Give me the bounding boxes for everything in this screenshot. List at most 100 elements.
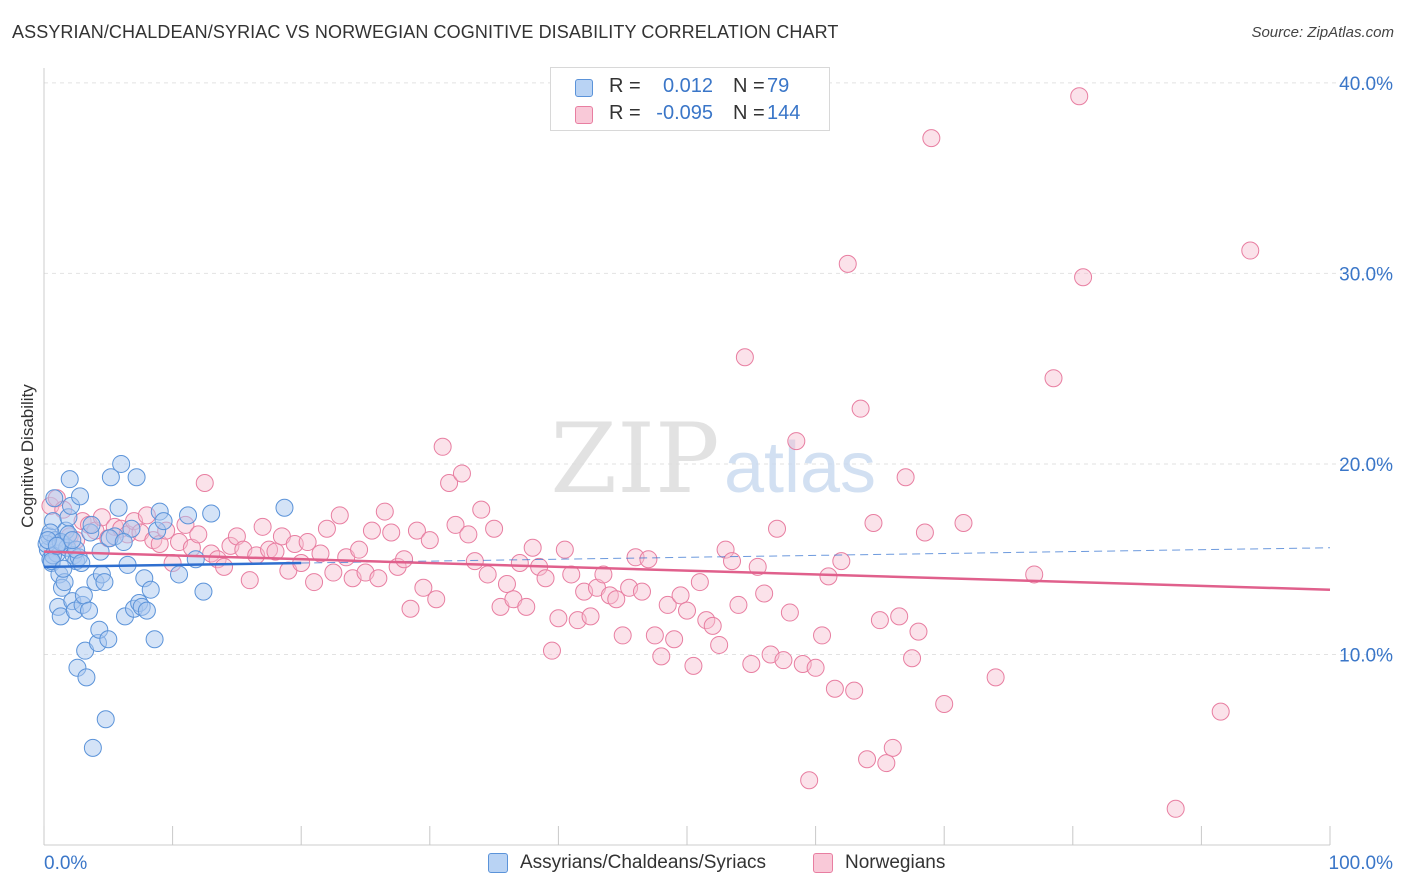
y-tick-label: 10.0% <box>1339 645 1393 666</box>
norwegians-point <box>729 595 748 614</box>
norwegians-point <box>986 668 1005 687</box>
norwegians-point <box>922 129 941 148</box>
norwegians-point <box>800 771 819 790</box>
norwegians-point <box>478 565 497 584</box>
assyrians-point <box>71 487 90 506</box>
norwegians-point <box>607 590 626 609</box>
norwegians-point <box>645 626 664 645</box>
x-tick-label: 0.0% <box>44 853 87 874</box>
norwegians-point <box>703 616 722 635</box>
norwegians-point <box>780 603 799 622</box>
norwegians-point <box>896 468 915 487</box>
assyrians-point <box>202 504 221 523</box>
norwegians-point <box>684 656 703 675</box>
norwegians-point <box>890 607 909 626</box>
norwegians-point <box>710 635 729 654</box>
assyrians-point <box>170 565 189 584</box>
norwegians-point <box>909 622 928 641</box>
norwegians-point <box>845 681 864 700</box>
norwegians-point <box>632 582 651 601</box>
norwegians-point <box>883 738 902 757</box>
trend-lines <box>43 547 1331 591</box>
assyrians-point <box>112 454 131 473</box>
assyrians-point <box>80 601 99 620</box>
assyrians-point <box>99 630 118 649</box>
norwegians-point <box>1070 87 1089 106</box>
legend-r-label: R = <box>609 75 641 97</box>
norwegians-point <box>639 550 658 569</box>
norwegians-point <box>825 679 844 698</box>
watermark-zip: ZIP <box>550 403 719 515</box>
norwegians-point <box>433 437 452 456</box>
norwegians-point <box>877 754 896 773</box>
assyrians-point <box>154 512 173 531</box>
norwegians-point <box>594 565 613 584</box>
legend-row-norwegians: R = -0.095 N = 144 <box>551 100 829 128</box>
legend-r-label: R = <box>609 102 641 124</box>
norwegians-point <box>465 552 484 571</box>
norwegians-point <box>542 641 561 660</box>
norwegians-point <box>350 540 369 559</box>
assyrians-point <box>45 489 64 508</box>
correlation-legend: R = 0.012 N = 79 R = -0.095 N = 144 <box>550 67 830 131</box>
norwegians-point <box>819 567 838 586</box>
legend-n-label: N = <box>733 75 765 97</box>
assyrians-point <box>109 498 128 517</box>
watermark-atlas: atlas <box>724 428 876 508</box>
norwegians-point <box>562 565 581 584</box>
norwegians-point <box>311 544 330 563</box>
assyrians-point <box>114 533 133 552</box>
norwegians-point <box>774 651 793 670</box>
norwegians-point <box>787 432 806 451</box>
norwegians-point <box>748 557 767 576</box>
norwegians-point <box>266 542 285 561</box>
assyrians-point <box>72 554 91 573</box>
norwegians-point <box>215 557 234 576</box>
norwegians-point <box>723 552 742 571</box>
y-tick-label: 20.0% <box>1339 455 1393 476</box>
norwegians-point <box>298 533 317 552</box>
legend-r-value: 0.012 <box>662 75 713 97</box>
norwegians-point <box>555 540 574 559</box>
legend-n-value: 79 <box>767 75 790 97</box>
norwegians-point <box>446 515 465 534</box>
norwegians-point <box>414 578 433 597</box>
norwegians-point <box>954 514 973 533</box>
norwegians-point <box>427 590 446 609</box>
norwegians-point <box>755 584 774 603</box>
assyrians-point <box>74 586 93 605</box>
legend-swatch-pink <box>813 853 833 873</box>
norwegians-point <box>838 254 857 273</box>
norwegians-point <box>813 626 832 645</box>
norwegians-point <box>305 573 324 592</box>
norwegians-point <box>742 654 761 673</box>
assyrians-point <box>83 738 102 757</box>
norwegians-point <box>903 649 922 668</box>
norwegians-point <box>382 523 401 542</box>
norwegians-point <box>858 750 877 769</box>
norwegians-point <box>240 571 259 590</box>
norwegians-point <box>1025 565 1044 584</box>
norwegians-point <box>330 506 349 525</box>
grid-lines <box>44 82 1395 655</box>
norwegians-point <box>440 473 459 492</box>
norwegians-point <box>189 525 208 544</box>
assyrians-point <box>122 519 141 538</box>
assyrians-point <box>54 559 73 578</box>
norwegians-point <box>806 658 825 677</box>
norwegians-point <box>317 519 336 538</box>
norwegians-point <box>497 574 516 593</box>
assyrians-point <box>179 506 198 525</box>
norwegians-point <box>832 552 851 571</box>
assyrians-point <box>127 468 146 487</box>
norwegians-point <box>375 502 394 521</box>
norwegians-point <box>401 599 420 618</box>
norwegians-point <box>1211 702 1230 721</box>
x-tick-label: 100.0% <box>1329 853 1394 874</box>
norwegians-point <box>735 348 754 367</box>
norwegians-point <box>324 563 343 582</box>
norwegians-point <box>864 514 883 533</box>
norwegians-point <box>195 473 214 492</box>
norwegians-point <box>549 609 568 628</box>
